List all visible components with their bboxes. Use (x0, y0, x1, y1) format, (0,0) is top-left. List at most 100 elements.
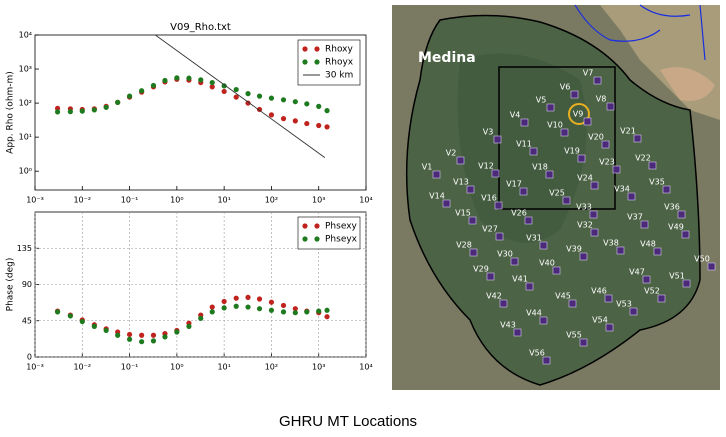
point (316, 308, 322, 314)
point (150, 332, 157, 338)
station-marker (494, 201, 503, 210)
station-marker (539, 316, 548, 325)
station-marker (657, 294, 666, 303)
station-marker (577, 154, 586, 163)
y-axis-label: App. Rho (ohm-m) (6, 71, 16, 154)
station-label: V52 (644, 287, 660, 296)
point (115, 332, 121, 338)
legend-label: Rhoxy (325, 45, 354, 55)
point (324, 108, 330, 114)
x-tick-label: 10³ (312, 363, 325, 372)
point (268, 112, 275, 118)
point (304, 309, 310, 315)
station-label: V46 (591, 287, 607, 296)
y-tick-label: 45 (22, 316, 32, 325)
station-label: V14 (429, 192, 445, 201)
station-label: V49 (668, 223, 684, 232)
station-marker (562, 196, 571, 205)
point (256, 93, 263, 99)
station-marker (677, 210, 686, 219)
station-label: V41 (512, 275, 528, 284)
station-marker (601, 140, 610, 149)
station-marker (546, 103, 555, 112)
station-marker (520, 118, 529, 127)
point (256, 296, 263, 302)
y-tick-label: 10¹ (19, 133, 32, 142)
map: Medina (392, 4, 720, 390)
x-tick-label: 10⁰ (170, 363, 183, 372)
legend-label: 30 km (325, 71, 353, 81)
point (245, 294, 251, 300)
station-marker (568, 299, 577, 308)
legend-marker (314, 223, 320, 229)
point (316, 122, 322, 129)
legend-box (297, 39, 361, 86)
point (54, 109, 61, 115)
station-marker (707, 262, 716, 271)
station-label: V54 (592, 316, 608, 325)
point (324, 307, 330, 313)
station-marker (682, 279, 691, 288)
station-marker (513, 328, 522, 337)
x-tick-label: 10⁻³ (26, 196, 44, 205)
station-marker (633, 134, 642, 143)
point (126, 336, 133, 342)
y-tick-label: 0 (27, 353, 32, 362)
point (150, 82, 157, 89)
station-marker (545, 170, 554, 179)
station-marker (491, 169, 500, 178)
station-marker (640, 220, 649, 229)
point (221, 83, 227, 89)
station-marker (604, 294, 613, 303)
station-marker (583, 117, 592, 126)
legend-marker (314, 59, 320, 65)
point (221, 298, 227, 305)
point (126, 93, 133, 99)
station-label: V38 (603, 239, 619, 248)
station-label: V17 (506, 180, 522, 189)
station-label: V27 (482, 225, 498, 234)
y-tick-label: 10⁴ (19, 31, 32, 40)
station-marker (653, 247, 662, 256)
station-marker (529, 147, 538, 156)
point (209, 84, 215, 90)
station-marker (456, 156, 465, 165)
point (91, 323, 97, 329)
point (292, 310, 298, 316)
point (139, 332, 145, 338)
point (304, 120, 310, 127)
point (245, 90, 251, 97)
station-label: V7 (583, 69, 594, 78)
station-label: V55 (566, 331, 582, 340)
point (209, 304, 215, 310)
station-marker (542, 356, 551, 365)
station-label: V36 (664, 203, 680, 212)
point (233, 295, 239, 301)
point (245, 100, 251, 106)
station-marker (519, 187, 528, 196)
station-marker (495, 232, 504, 241)
x-tick-label: 10⁻³ (26, 363, 44, 372)
x-tick-label: 10⁻² (73, 196, 91, 205)
station-marker (681, 230, 690, 239)
station-label: V18 (532, 163, 548, 172)
legend-marker (302, 59, 308, 65)
y-tick-label: 10² (19, 99, 32, 108)
station-marker (493, 135, 502, 144)
plot-marks (54, 35, 330, 158)
station-label: V56 (529, 349, 545, 358)
point (233, 86, 239, 93)
station-label: V28 (456, 241, 472, 250)
point (162, 334, 168, 340)
y-tick-label: 90 (22, 280, 32, 289)
station-marker (616, 246, 625, 255)
legend-label: Phsexy (325, 222, 358, 232)
station-label: V42 (486, 292, 502, 301)
point (198, 315, 204, 321)
station-label: V39 (566, 245, 582, 254)
point (54, 309, 61, 315)
station-marker (510, 257, 519, 266)
station-marker (539, 241, 548, 250)
point (54, 105, 61, 111)
